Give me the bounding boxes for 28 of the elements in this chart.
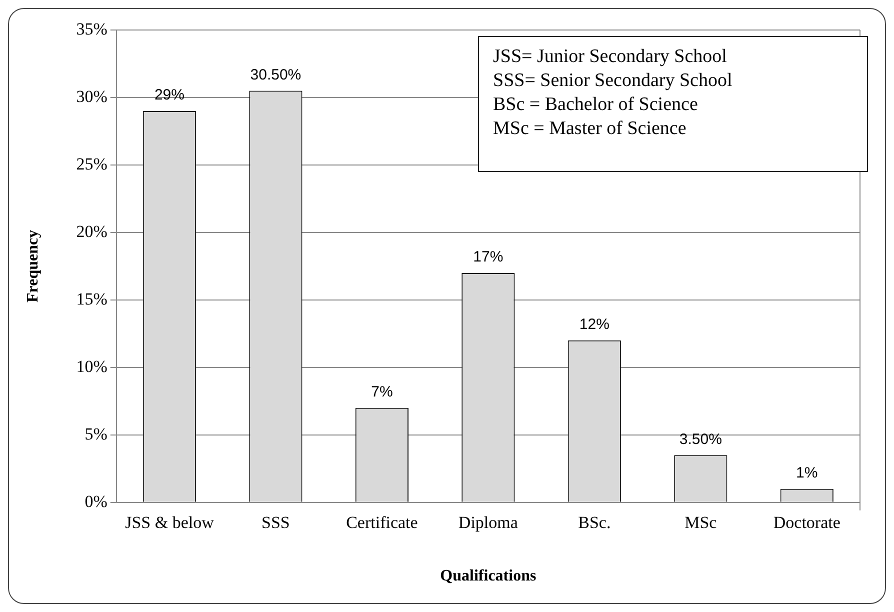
x-tick-label: BSc. — [578, 513, 611, 532]
x-tick-label: Certificate — [346, 513, 418, 532]
data-label: 1% — [796, 464, 818, 482]
x-tick-label: MSc — [684, 513, 718, 532]
x-axis-title: Qualifications — [440, 568, 536, 585]
data-label: 29% — [154, 86, 184, 104]
data-label: 12% — [579, 316, 610, 334]
y-tick-label: 0% — [84, 492, 108, 511]
y-axis-title: Frequency — [24, 230, 42, 302]
x-tick-label: Doctorate — [773, 513, 840, 532]
x-tick-label: SSS — [262, 513, 290, 532]
x-tick-label: JSS & below — [125, 513, 215, 532]
data-label: 17% — [473, 248, 504, 266]
y-tick-label: 35% — [76, 19, 108, 38]
annotation: MSc = Master of Science — [493, 117, 688, 141]
y-tick-label: 30% — [76, 86, 108, 106]
y-tick-label: 10% — [76, 356, 108, 376]
annotation: SSS= Senior Secondary School — [493, 69, 734, 93]
data-label: 30.50% — [250, 66, 302, 84]
annotation: JSS= Junior Secondary School — [493, 45, 728, 69]
y-tick-label: 5% — [84, 424, 108, 444]
y-tick-label: 15% — [76, 289, 108, 308]
y-tick-label: 20% — [76, 222, 108, 241]
x-tick-label: Diploma — [458, 513, 518, 532]
data-label: 7% — [371, 384, 393, 401]
annotation: BSc = Bachelor of Science — [493, 93, 699, 117]
data-label: 3.50% — [679, 430, 722, 448]
y-tick-label: 25% — [76, 154, 108, 174]
